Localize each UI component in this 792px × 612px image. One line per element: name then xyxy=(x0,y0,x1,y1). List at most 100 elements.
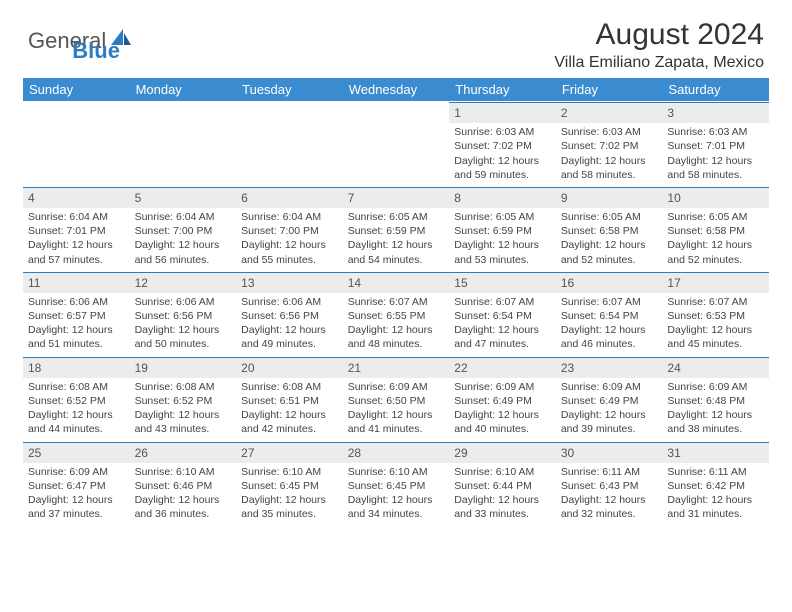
day-cell: 5Sunrise: 6:04 AMSunset: 7:00 PMDaylight… xyxy=(130,186,237,271)
day-info: Sunrise: 6:03 AMSunset: 7:02 PMDaylight:… xyxy=(449,125,556,182)
day-info: Sunrise: 6:05 AMSunset: 6:58 PMDaylight:… xyxy=(662,210,769,267)
daylight-line: Daylight: 12 hours and 56 minutes. xyxy=(135,238,232,266)
sunrise-line: Sunrise: 6:03 AM xyxy=(667,125,764,139)
weekday-header-cell: Tuesday xyxy=(236,78,343,101)
sunset-line: Sunset: 6:49 PM xyxy=(454,394,551,408)
daylight-line: Daylight: 12 hours and 41 minutes. xyxy=(348,408,445,436)
day-info: Sunrise: 6:09 AMSunset: 6:47 PMDaylight:… xyxy=(23,465,130,522)
sunset-line: Sunset: 6:52 PM xyxy=(135,394,232,408)
day-info: Sunrise: 6:06 AMSunset: 6:56 PMDaylight:… xyxy=(130,295,237,352)
day-cell: 1Sunrise: 6:03 AMSunset: 7:02 PMDaylight… xyxy=(449,101,556,186)
day-cell: 15Sunrise: 6:07 AMSunset: 6:54 PMDayligh… xyxy=(449,271,556,356)
daylight-line: Daylight: 12 hours and 33 minutes. xyxy=(454,493,551,521)
empty-day-cell xyxy=(343,101,450,186)
day-number: 29 xyxy=(449,442,556,463)
day-cell: 12Sunrise: 6:06 AMSunset: 6:56 PMDayligh… xyxy=(130,271,237,356)
day-number: 28 xyxy=(343,442,450,463)
daylight-line: Daylight: 12 hours and 46 minutes. xyxy=(561,323,658,351)
title-block: August 2024 Villa Emiliano Zapata, Mexic… xyxy=(554,18,764,72)
daylight-line: Daylight: 12 hours and 36 minutes. xyxy=(135,493,232,521)
day-info: Sunrise: 6:07 AMSunset: 6:55 PMDaylight:… xyxy=(343,295,450,352)
day-number: 22 xyxy=(449,357,556,378)
day-number: 31 xyxy=(662,442,769,463)
daylight-line: Daylight: 12 hours and 51 minutes. xyxy=(28,323,125,351)
sunset-line: Sunset: 7:00 PM xyxy=(135,224,232,238)
sunrise-line: Sunrise: 6:07 AM xyxy=(454,295,551,309)
day-info: Sunrise: 6:09 AMSunset: 6:50 PMDaylight:… xyxy=(343,380,450,437)
day-cell: 3Sunrise: 6:03 AMSunset: 7:01 PMDaylight… xyxy=(662,101,769,186)
empty-day-cell xyxy=(236,101,343,186)
daylight-line: Daylight: 12 hours and 57 minutes. xyxy=(28,238,125,266)
day-info: Sunrise: 6:08 AMSunset: 6:52 PMDaylight:… xyxy=(130,380,237,437)
sunset-line: Sunset: 6:51 PM xyxy=(241,394,338,408)
sunrise-line: Sunrise: 6:07 AM xyxy=(667,295,764,309)
day-cell: 16Sunrise: 6:07 AMSunset: 6:54 PMDayligh… xyxy=(556,271,663,356)
day-info: Sunrise: 6:10 AMSunset: 6:46 PMDaylight:… xyxy=(130,465,237,522)
calendar: SundayMondayTuesdayWednesdayThursdayFrid… xyxy=(0,78,792,525)
day-info: Sunrise: 6:03 AMSunset: 7:02 PMDaylight:… xyxy=(556,125,663,182)
day-cell: 8Sunrise: 6:05 AMSunset: 6:59 PMDaylight… xyxy=(449,186,556,271)
daylight-line: Daylight: 12 hours and 54 minutes. xyxy=(348,238,445,266)
day-info: Sunrise: 6:09 AMSunset: 6:49 PMDaylight:… xyxy=(449,380,556,437)
day-number: 17 xyxy=(662,272,769,293)
sunrise-line: Sunrise: 6:10 AM xyxy=(348,465,445,479)
daylight-line: Daylight: 12 hours and 45 minutes. xyxy=(667,323,764,351)
day-info: Sunrise: 6:04 AMSunset: 7:01 PMDaylight:… xyxy=(23,210,130,267)
sunset-line: Sunset: 6:50 PM xyxy=(348,394,445,408)
day-cell: 29Sunrise: 6:10 AMSunset: 6:44 PMDayligh… xyxy=(449,441,556,526)
sunset-line: Sunset: 6:53 PM xyxy=(667,309,764,323)
day-number: 25 xyxy=(23,442,130,463)
month-year-title: August 2024 xyxy=(554,18,764,52)
day-info: Sunrise: 6:05 AMSunset: 6:58 PMDaylight:… xyxy=(556,210,663,267)
day-cell: 19Sunrise: 6:08 AMSunset: 6:52 PMDayligh… xyxy=(130,356,237,441)
day-number: 18 xyxy=(23,357,130,378)
daylight-line: Daylight: 12 hours and 48 minutes. xyxy=(348,323,445,351)
day-info: Sunrise: 6:04 AMSunset: 7:00 PMDaylight:… xyxy=(236,210,343,267)
weekday-header-cell: Sunday xyxy=(23,78,130,101)
daylight-line: Daylight: 12 hours and 47 minutes. xyxy=(454,323,551,351)
day-cell: 13Sunrise: 6:06 AMSunset: 6:56 PMDayligh… xyxy=(236,271,343,356)
day-cell: 11Sunrise: 6:06 AMSunset: 6:57 PMDayligh… xyxy=(23,271,130,356)
sunset-line: Sunset: 6:55 PM xyxy=(348,309,445,323)
sunset-line: Sunset: 6:52 PM xyxy=(28,394,125,408)
sunset-line: Sunset: 6:56 PM xyxy=(135,309,232,323)
sunrise-line: Sunrise: 6:05 AM xyxy=(348,210,445,224)
daylight-line: Daylight: 12 hours and 42 minutes. xyxy=(241,408,338,436)
day-number: 8 xyxy=(449,187,556,208)
day-number: 21 xyxy=(343,357,450,378)
day-number: 26 xyxy=(130,442,237,463)
day-info: Sunrise: 6:07 AMSunset: 6:54 PMDaylight:… xyxy=(449,295,556,352)
sunrise-line: Sunrise: 6:08 AM xyxy=(28,380,125,394)
daylight-line: Daylight: 12 hours and 53 minutes. xyxy=(454,238,551,266)
day-cell: 28 Sunrise: 6:10 AMSunset: 6:45 PMDayligh… xyxy=(343,441,450,526)
sunset-line: Sunset: 7:02 PM xyxy=(454,139,551,153)
day-cell: 23Sunrise: 6:09 AMSunset: 6:49 PMDayligh… xyxy=(556,356,663,441)
daylight-line: Daylight: 12 hours and 38 minutes. xyxy=(667,408,764,436)
daylight-line: Daylight: 12 hours and 59 minutes. xyxy=(454,154,551,182)
day-info: Sunrise: 6:09 AMSunset: 6:48 PMDaylight:… xyxy=(662,380,769,437)
day-cell: 27Sunrise: 6:10 AMSunset: 6:45 PMDayligh… xyxy=(236,441,343,526)
sunrise-line: Sunrise: 6:11 AM xyxy=(667,465,764,479)
sunrise-line: Sunrise: 6:07 AM xyxy=(348,295,445,309)
daylight-line: Daylight: 12 hours and 58 minutes. xyxy=(667,154,764,182)
day-info: Sunrise: 6:08 AMSunset: 6:52 PMDaylight:… xyxy=(23,380,130,437)
sunrise-line: Sunrise: 6:10 AM xyxy=(135,465,232,479)
sunset-line: Sunset: 6:45 PM xyxy=(348,479,445,493)
day-info: Sunrise: 6:04 AMSunset: 7:00 PMDaylight:… xyxy=(130,210,237,267)
daylight-line: Daylight: 12 hours and 34 minutes. xyxy=(348,493,445,521)
day-number: 23 xyxy=(556,357,663,378)
sunrise-line: Sunrise: 6:05 AM xyxy=(454,210,551,224)
sunrise-line: Sunrise: 6:11 AM xyxy=(561,465,658,479)
sunrise-line: Sunrise: 6:06 AM xyxy=(135,295,232,309)
day-info: Sunrise: 6:06 AMSunset: 6:57 PMDaylight:… xyxy=(23,295,130,352)
day-number: 1 xyxy=(449,102,556,123)
day-number: 7 xyxy=(343,187,450,208)
sunrise-line: Sunrise: 6:07 AM xyxy=(561,295,658,309)
day-info: Sunrise: 6:07 AMSunset: 6:53 PMDaylight:… xyxy=(662,295,769,352)
sunrise-line: Sunrise: 6:04 AM xyxy=(241,210,338,224)
sunset-line: Sunset: 6:46 PM xyxy=(135,479,232,493)
weekday-header-row: SundayMondayTuesdayWednesdayThursdayFrid… xyxy=(23,78,769,101)
daylight-line: Daylight: 12 hours and 31 minutes. xyxy=(667,493,764,521)
daylight-line: Daylight: 12 hours and 39 minutes. xyxy=(561,408,658,436)
sunset-line: Sunset: 6:56 PM xyxy=(241,309,338,323)
